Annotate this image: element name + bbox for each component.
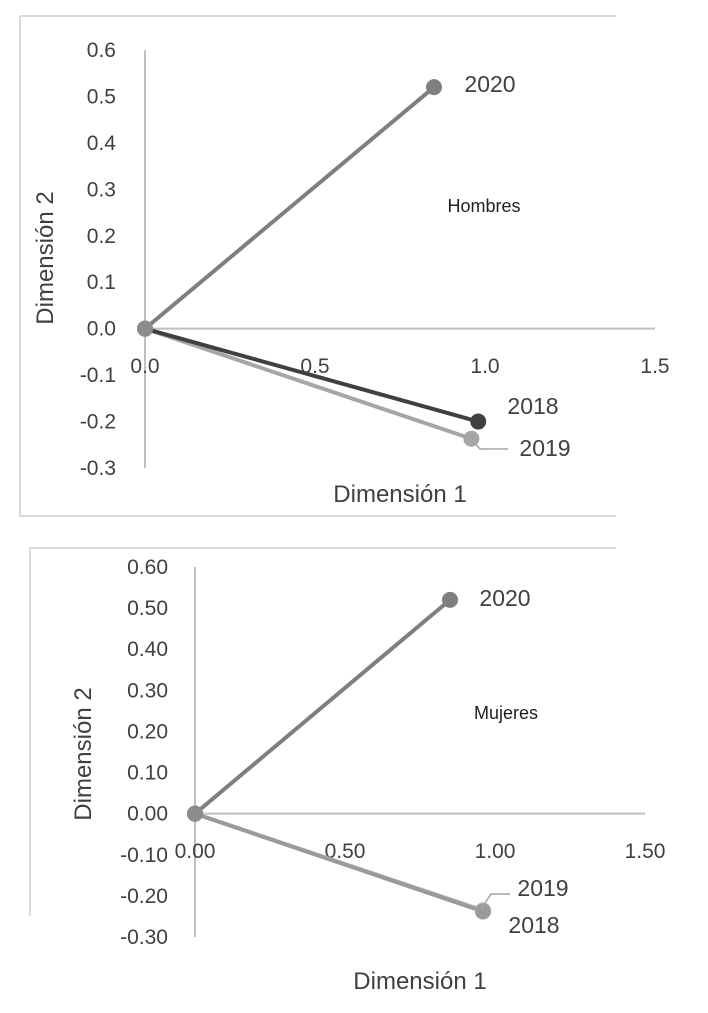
hombres-y-tick-label: 0.3	[87, 178, 116, 201]
hombres-series-line-2019	[143, 326, 474, 441]
mujeres-leader-line-2019	[480, 893, 510, 910]
mujeres-origin-point-2020	[187, 805, 203, 822]
chart-mujeres: 0.60 0.50 0.40 0.30 0.20 0.10 0.00 -0.10 -0.20 -0…	[0, 540, 708, 1013]
hombres-y-tick-label: -0.1	[80, 364, 116, 387]
hombres-series-line-2018	[143, 326, 481, 424]
mujeres-y-tick-label: -0.10	[120, 844, 168, 867]
hombres-leader-line-2019	[471, 439, 508, 450]
hombres-y-tick-label: 0.6	[87, 39, 116, 62]
mujeres-end-point-2020	[442, 591, 458, 608]
hombres-point-label-2018: 2018	[507, 393, 558, 419]
mujeres-x-tick-label: 0.50	[325, 840, 366, 863]
mujeres-y-tick-label: 0.30	[127, 679, 168, 702]
hombres-y-tick-label: -0.2	[80, 411, 116, 434]
hombres-y-tick-label: 0.4	[87, 132, 117, 155]
mujeres-x-axis-title: Dimensión 1	[353, 968, 486, 995]
hombres-origin-point-2020	[137, 320, 153, 337]
mujeres-y-tick-label: 0.10	[127, 762, 168, 785]
hombres-series-line-2020	[143, 85, 436, 331]
hombres-y-axis-title: Dimensión 2	[32, 191, 59, 324]
mujeres-y-axis-title: Dimensión 2	[70, 687, 97, 820]
mujeres-y-tick-label: 0.20	[127, 720, 168, 743]
mujeres-x-tick-label: 1.50	[625, 840, 666, 863]
mujeres-y-tick-label: 0.00	[127, 803, 168, 826]
mujeres-series-line-2018	[193, 811, 485, 914]
mujeres-y-tick-label: -0.20	[120, 885, 168, 908]
hombres-x-tick-label: 1.0	[470, 355, 499, 378]
mujeres-end-point-2018	[475, 903, 491, 920]
mujeres-annotation: Mujeres	[474, 703, 538, 723]
hombres-end-point-2019	[463, 430, 480, 447]
mujeres-point-label-2019: 2019	[517, 875, 568, 901]
hombres-y-tick-label: -0.3	[80, 457, 116, 480]
hombres-x-tick-label: 0.0	[130, 355, 159, 378]
mujeres-series-line-2020	[193, 597, 452, 816]
chart-hombres: 0.6 0.5 0.4 0.3 0.2 0.1 0.0 -0.1 -0.2 -0.3 0.0 0.5 1…	[19, 15, 670, 517]
chart-hombres-svg: 0.60.50.40.30.20.10.0-0.1-0.2-0.30.0 0.5 1…	[19, 15, 670, 517]
hombres-y-tick-label: 0.0	[87, 318, 116, 341]
mujeres-y-tick-label: -0.30	[120, 926, 168, 949]
mujeres-point-label-2018: 2018	[508, 912, 559, 938]
hombres-point-label-2019: 2019	[519, 435, 570, 461]
hombres-y-tick-label: 0.5	[87, 85, 116, 108]
hombres-y-tick-label: 0.2	[87, 225, 116, 248]
hombres-annotation: Hombres	[447, 196, 520, 216]
hombres-end-point-2018	[470, 413, 487, 430]
mujeres-x-tick-label: 1.00	[475, 840, 516, 863]
hombres-point-label-2020: 2020	[464, 71, 515, 97]
hombres-end-point-2020	[426, 79, 442, 96]
hombres-x-axis-title: Dimensión 1	[333, 481, 466, 508]
mujeres-point-label-2020: 2020	[479, 585, 530, 611]
chart-mujeres-svg: 0.60 0.50 0.40 0.30 0.20 0.10 0.00 -0.10 -0.20 -0…	[29, 547, 666, 995]
hombres-x-tick-label: 1.5	[640, 355, 669, 378]
hombres-y-tick-label: 0.1	[87, 271, 116, 294]
mujeres-y-tick-label: 0.60	[127, 556, 168, 579]
mujeres-y-tick-label: 0.40	[127, 638, 168, 661]
mujeres-x-tick-label: 0.00	[175, 840, 216, 863]
mujeres-y-tick-label: 0.50	[127, 597, 168, 620]
